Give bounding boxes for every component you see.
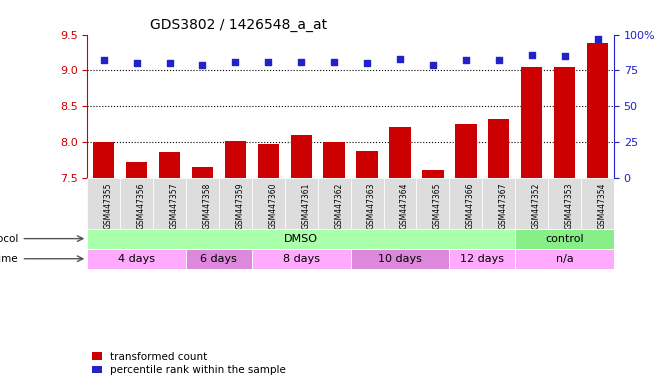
Text: growth protocol: growth protocol [0, 233, 18, 243]
Point [395, 56, 405, 62]
Bar [455, 124, 476, 178]
Text: GSM447359: GSM447359 [236, 182, 244, 229]
Text: GDS3802 / 1426548_a_at: GDS3802 / 1426548_a_at [150, 18, 327, 32]
Bar [87, 228, 515, 249]
Point [263, 59, 274, 65]
Bar [153, 178, 186, 228]
Point [460, 57, 471, 63]
Text: GSM447353: GSM447353 [564, 182, 574, 229]
Text: 8 days: 8 days [282, 254, 319, 264]
Bar [126, 162, 148, 178]
Bar [93, 142, 114, 178]
Text: GSM447356: GSM447356 [137, 182, 146, 229]
Text: GSM447366: GSM447366 [466, 182, 475, 229]
Point [592, 36, 603, 42]
Text: n/a: n/a [556, 254, 574, 264]
Text: GSM447367: GSM447367 [499, 182, 508, 229]
Bar [351, 178, 384, 228]
Point [526, 51, 537, 58]
Point [427, 62, 438, 68]
Bar [219, 178, 252, 228]
Bar [186, 178, 219, 228]
Point [164, 60, 175, 66]
Text: DMSO: DMSO [285, 233, 318, 243]
Text: 10 days: 10 days [378, 254, 422, 264]
Point [362, 60, 372, 66]
Bar [87, 249, 186, 269]
Bar [450, 249, 515, 269]
Text: GSM447352: GSM447352 [531, 182, 541, 228]
Text: GSM447354: GSM447354 [597, 182, 607, 229]
Bar [291, 135, 312, 178]
Bar [192, 167, 213, 178]
Legend: transformed count, percentile rank within the sample: transformed count, percentile rank withi… [93, 352, 286, 375]
Text: 6 days: 6 days [201, 254, 238, 264]
Text: GSM447363: GSM447363 [367, 182, 376, 229]
Bar [225, 141, 246, 178]
Bar [554, 67, 575, 178]
Bar [258, 144, 279, 178]
Bar [252, 249, 350, 269]
Bar [417, 178, 450, 228]
Bar [323, 142, 345, 178]
Text: time: time [0, 254, 18, 264]
Text: GSM447365: GSM447365 [433, 182, 442, 229]
Bar [285, 178, 317, 228]
Point [230, 59, 241, 65]
Point [559, 53, 570, 59]
Bar [581, 178, 614, 228]
Bar [548, 178, 581, 228]
Text: GSM447357: GSM447357 [170, 182, 178, 229]
Text: GSM447364: GSM447364 [400, 182, 409, 229]
Point [329, 59, 340, 65]
Text: GSM447355: GSM447355 [104, 182, 113, 229]
Bar [384, 178, 417, 228]
Point [493, 57, 504, 63]
Bar [422, 170, 444, 178]
Text: GSM447361: GSM447361 [301, 182, 310, 228]
Bar [317, 178, 351, 228]
Text: GSM447360: GSM447360 [268, 182, 277, 229]
Point [132, 60, 142, 66]
Bar [159, 152, 180, 178]
Bar [186, 249, 252, 269]
Bar [120, 178, 153, 228]
Bar [488, 119, 509, 178]
Bar [515, 249, 614, 269]
Text: 12 days: 12 days [460, 254, 505, 264]
Bar [252, 178, 285, 228]
Text: 4 days: 4 days [118, 254, 155, 264]
Bar [87, 178, 120, 228]
Text: control: control [546, 233, 584, 243]
Text: GSM447358: GSM447358 [203, 182, 211, 228]
Point [296, 59, 307, 65]
Bar [521, 67, 542, 178]
Bar [351, 249, 450, 269]
Bar [389, 127, 411, 178]
Point [99, 57, 109, 63]
Bar [482, 178, 515, 228]
Point [197, 62, 208, 68]
Bar [450, 178, 482, 228]
Bar [515, 228, 614, 249]
Text: GSM447362: GSM447362 [334, 182, 343, 228]
Bar [515, 178, 548, 228]
Bar [356, 151, 378, 178]
Bar [587, 43, 608, 178]
